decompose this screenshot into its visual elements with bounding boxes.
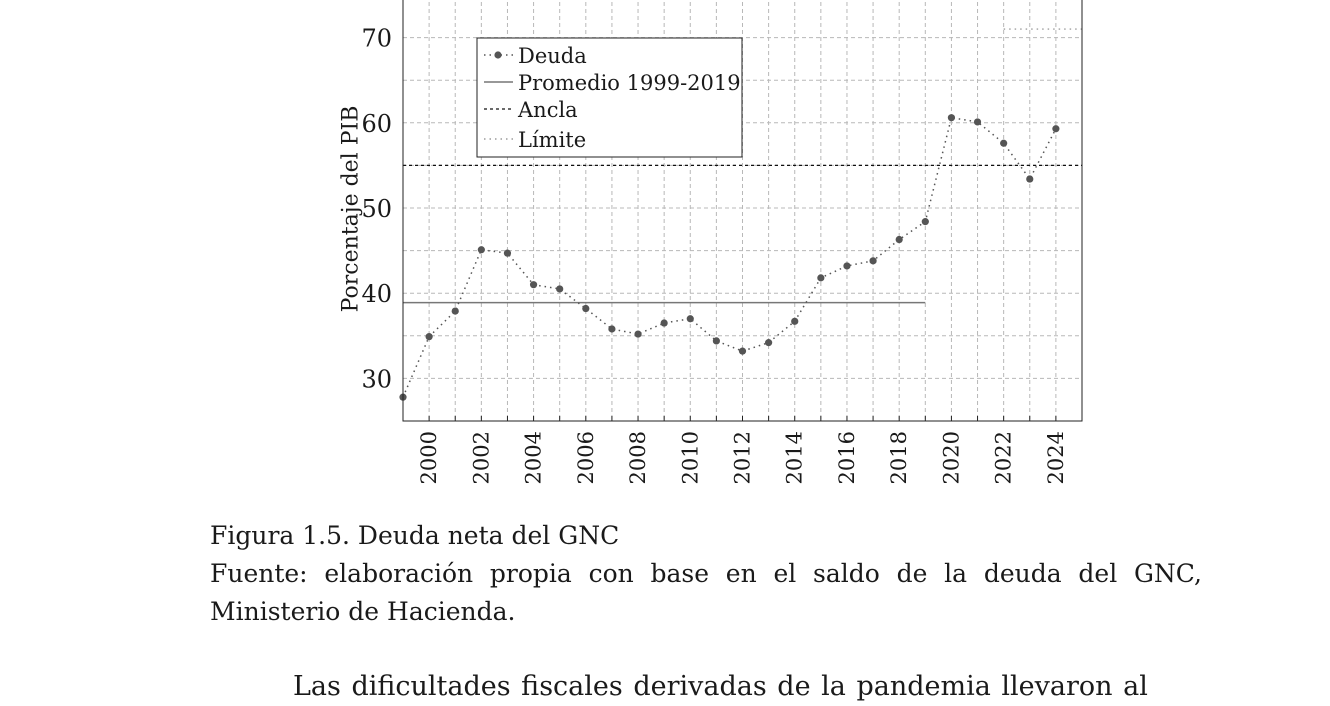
data-point bbox=[817, 274, 825, 282]
data-point bbox=[477, 246, 485, 254]
x-tick-label: 2018 bbox=[887, 431, 911, 484]
debt-series bbox=[399, 114, 1060, 401]
x-tick-label: 2006 bbox=[574, 431, 598, 484]
data-point bbox=[895, 235, 903, 244]
legend-label: Deuda bbox=[518, 44, 587, 68]
tick-labels: 2000 2002 2004 2006 2008 2010 2012 2014 2016 2018… bbox=[361, 25, 1067, 485]
reference-lines bbox=[403, 28, 1082, 304]
body-paragraph: Las dificultades fiscales derivadas de l… bbox=[293, 671, 1148, 702]
data-point bbox=[451, 307, 459, 315]
y-tick-label: 40 bbox=[361, 280, 392, 308]
x-tick-label: 2016 bbox=[835, 431, 859, 484]
data-point bbox=[1052, 125, 1060, 133]
data-point bbox=[765, 339, 773, 347]
legend-label: Límite bbox=[518, 128, 586, 152]
data-point bbox=[791, 317, 799, 325]
data-point bbox=[556, 285, 564, 293]
data-point bbox=[869, 257, 877, 265]
data-point bbox=[582, 304, 590, 313]
data-point bbox=[425, 333, 433, 341]
y-tick-label: 30 bbox=[361, 365, 392, 393]
figure-source: Fuente: elaboración propia con base en e… bbox=[210, 559, 1202, 626]
data-point bbox=[503, 249, 512, 257]
data-point bbox=[973, 118, 982, 126]
x-tick-label: 2020 bbox=[939, 431, 963, 484]
data-point bbox=[738, 347, 747, 355]
data-point bbox=[843, 262, 851, 270]
x-tick-label: 2014 bbox=[783, 431, 807, 484]
x-tick-label: 2012 bbox=[731, 431, 755, 484]
y-tick-label: 70 bbox=[361, 25, 392, 53]
data-point bbox=[1026, 175, 1034, 183]
x-tick-label: 2024 bbox=[1044, 431, 1068, 484]
legend-label: Promedio 1999-2019 bbox=[518, 71, 741, 95]
debt-chart: 2000 2002 2004 2006 2008 2010 2012 2014 2016 2018… bbox=[339, 0, 1083, 485]
plot-frame bbox=[402, 0, 1083, 422]
data-point bbox=[634, 330, 642, 338]
legend-marker bbox=[494, 51, 502, 59]
data-point bbox=[712, 337, 720, 345]
y-axis-label: Porcentaje del PIB bbox=[339, 106, 364, 313]
data-point bbox=[529, 281, 538, 289]
x-tick-label: 2010 bbox=[678, 431, 702, 484]
legend: Deuda Promedio 1999-2019 Ancla Límite bbox=[476, 37, 743, 158]
legend-label: Ancla bbox=[517, 98, 578, 122]
data-point bbox=[660, 319, 668, 327]
data-point bbox=[947, 114, 956, 122]
x-tick-label: 2008 bbox=[626, 431, 650, 484]
data-point bbox=[921, 218, 929, 226]
x-tick-label: 2002 bbox=[469, 431, 493, 484]
legend-box bbox=[476, 37, 743, 158]
x-tick-label: 2022 bbox=[992, 431, 1016, 484]
y-tick-label: 50 bbox=[361, 195, 392, 223]
data-point bbox=[686, 315, 694, 323]
y-tick-label: 60 bbox=[361, 110, 392, 138]
data-point bbox=[1000, 139, 1008, 147]
x-tick-label: 2000 bbox=[417, 431, 441, 484]
series-line-0 bbox=[402, 116, 1057, 398]
x-tick-label: 2004 bbox=[522, 431, 546, 484]
data-point bbox=[608, 325, 616, 333]
figure-caption: Figura 1.5. Deuda neta del GNC bbox=[210, 521, 620, 550]
